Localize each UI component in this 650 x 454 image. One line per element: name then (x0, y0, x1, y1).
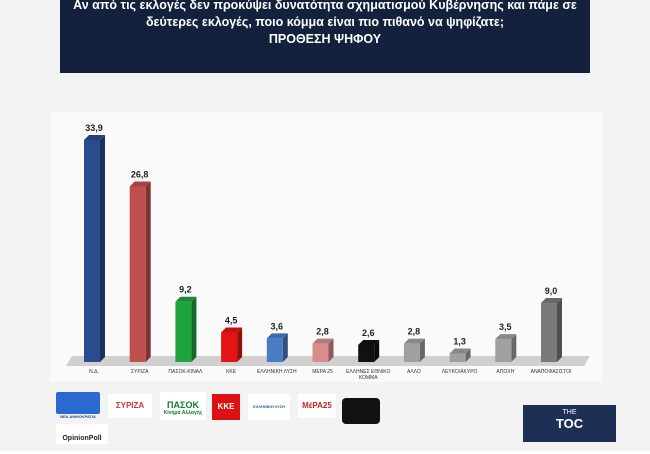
logo-el-lysi: ΕΛΛΗΝΙΚΗ ΛΥΣΗ (248, 394, 290, 420)
value-label: 3,5 (499, 322, 512, 332)
logo-text: ΠΑΣΟΚ (167, 400, 199, 410)
value-label: 33,9 (85, 123, 103, 133)
value-label: 9,2 (179, 285, 192, 295)
value-label: 1,3 (453, 336, 466, 346)
bar-side (328, 338, 334, 362)
value-label: 2,8 (408, 327, 421, 337)
header: Αν από τις εκλογές δεν προκύψει δυνατότη… (60, 0, 590, 73)
bar-top (495, 334, 517, 340)
logo-text: TOC (555, 416, 584, 431)
logo-text: ΝΕΑ ΔΗΜΟΚΡΑΤΙΑ (60, 414, 96, 419)
x-tick-label: ΜΕΡΑ 25 (312, 369, 333, 375)
bar (84, 139, 100, 362)
logo-text: Κίνημα Αλλαγής (163, 410, 203, 416)
x-tick-label: ΑΠΟΧΗ (496, 369, 515, 375)
bar-side (191, 296, 197, 362)
subtitle: ΠΡΟΘΕΣΗ ΨΗΦΟΥ (268, 32, 382, 46)
logo-ee (342, 398, 380, 424)
x-tick-label: ΚΚΕ (226, 369, 237, 375)
bar-top (358, 339, 380, 345)
x-tick-label: ΕΛΛΗΝΙΚΗ ΛΥΣΗ (256, 369, 297, 375)
bar (175, 301, 192, 362)
bar-top (312, 338, 334, 344)
bar-side (237, 327, 243, 362)
bar-side (465, 348, 471, 362)
logo-syriza: ΣΥΡΙΖΑ (108, 394, 152, 418)
x-tick-label: ΑΝΑΠΟΦΑΣΙΣΤΟΙ (530, 369, 572, 375)
title-line: Αν από τις εκλογές δεν προκύψει δυνατότη… (73, 0, 577, 12)
bar (495, 339, 512, 362)
bar (221, 332, 238, 362)
bar (449, 353, 466, 362)
bar-top (266, 333, 288, 339)
value-label: 4,5 (225, 316, 238, 326)
value-label: 26,8 (131, 169, 149, 179)
value-label: 3,6 (271, 321, 284, 331)
bar (312, 343, 329, 362)
bar (541, 303, 557, 362)
logo-kke: ΚΚΕ (212, 394, 240, 420)
bar-top (84, 134, 105, 140)
value-label: 2,8 (316, 327, 329, 337)
bar-top (449, 348, 471, 354)
value-label: 2,6 (362, 328, 375, 338)
bar (403, 343, 420, 362)
logo-text: THE (562, 409, 577, 416)
bar (358, 344, 375, 362)
value-label: 9,0 (545, 286, 558, 296)
bar (266, 338, 283, 362)
bar-top (175, 296, 197, 302)
bar-side (419, 338, 425, 362)
logo-opinionpoll: OpinionPoll (56, 424, 108, 444)
logo-nd: ΝΕΑ ΔΗΜΟΚΡΑΤΙΑ (56, 392, 100, 422)
bar-top (221, 327, 243, 333)
bar-top (129, 181, 151, 187)
bar-side (100, 134, 105, 362)
bar-side (282, 333, 288, 362)
bar-side (557, 298, 562, 362)
x-tick-label: ΠΑΣΟΚ-ΚΙΝΑΛ (168, 369, 203, 375)
x-tick-label: ΑΛΛΟ (406, 369, 421, 375)
bar-top (541, 298, 562, 304)
logo-mera25: ΜέΡΑ25 (298, 394, 336, 418)
logo-pasok: ΠΑΣΟΚ Κίνημα Αλλαγής (160, 392, 206, 420)
bar-side (511, 334, 517, 362)
x-tick-label: ΣΥΡΙΖΑ (130, 369, 149, 375)
x-tick-label: ΛΕΥΚΟ/ΑΚΥΡΟ (441, 369, 478, 375)
bar-side (374, 339, 380, 362)
x-tick-label: Ν.Δ. (89, 369, 99, 375)
bar-top (403, 338, 425, 344)
bar-side (145, 181, 151, 362)
x-tick-label: ΕΛΛΗΝΕΣ ΕΘΝΙΚΟ ΚΟΜΜΑ (346, 369, 391, 381)
title-line: δεύτερες εκλογές, ποιο κόμμα είναι πιο π… (145, 15, 505, 29)
bar (129, 186, 146, 362)
logo-toc: THE TOC (523, 405, 616, 442)
